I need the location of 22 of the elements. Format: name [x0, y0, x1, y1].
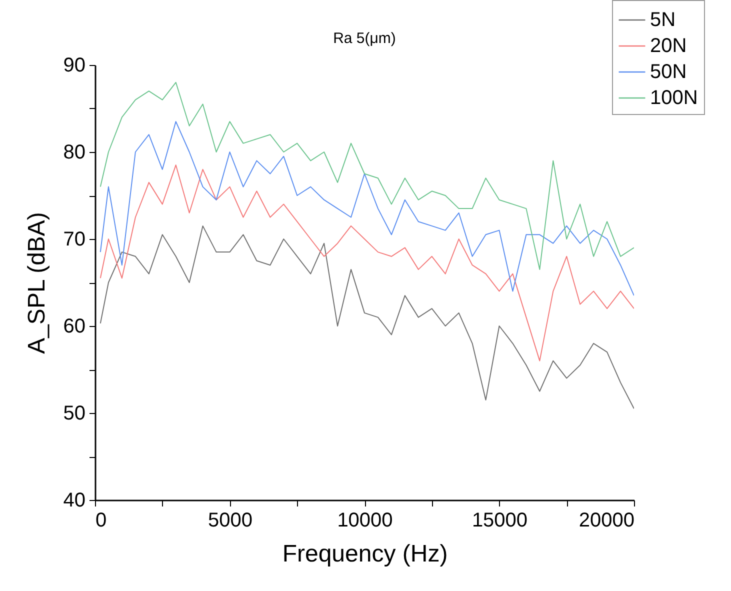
y-tick-label: 40 [63, 490, 86, 512]
legend-label: 100N [650, 87, 698, 109]
y-axis-title: A_SPL (dBA) [23, 212, 50, 354]
y-tick-label: 70 [63, 228, 86, 250]
line-series [100, 82, 634, 270]
x-tick-label: 10000 [337, 510, 393, 532]
x-tick-label: 5000 [208, 510, 252, 532]
x-tick-label: 15000 [472, 510, 528, 532]
line-series [100, 121, 634, 296]
chart-title: Ra 5(μm) [332, 30, 397, 47]
legend-label: 5N [650, 9, 676, 31]
y-tick-label: 90 [63, 54, 86, 76]
legend-label: 50N [650, 61, 687, 83]
y-tick-label: 60 [63, 316, 86, 338]
legend-label: 20N [650, 35, 687, 57]
x-tick-label: 0 [96, 510, 107, 532]
y-tick-label: 50 [63, 402, 86, 424]
line-series [100, 164, 634, 362]
x-axis-title: Frequency (Hz) [282, 540, 448, 568]
x-tick-label: 20000 [578, 510, 634, 532]
y-tick-label: 80 [63, 142, 86, 164]
line-series [100, 225, 634, 410]
